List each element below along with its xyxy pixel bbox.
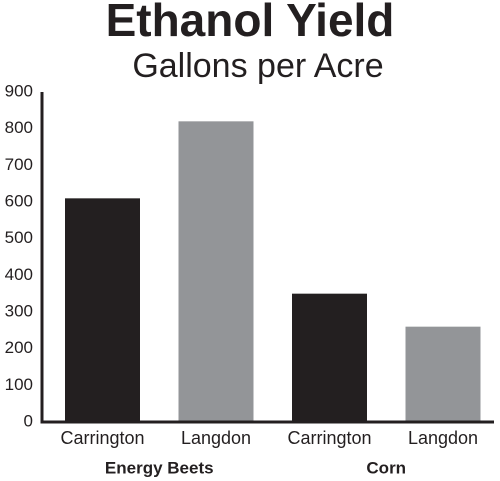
bar <box>292 293 367 422</box>
y-tick-label: 600 <box>5 191 33 210</box>
y-tick-label: 900 <box>5 81 33 100</box>
group-label: Energy Beets <box>105 458 214 477</box>
bar <box>405 326 481 422</box>
y-tick-label: 500 <box>5 228 33 247</box>
y-tick-label: 700 <box>5 155 33 174</box>
chart-title: Ethanol Yield <box>106 0 395 46</box>
y-tick-label: 300 <box>5 301 33 320</box>
y-tick-label: 200 <box>5 338 33 357</box>
x-tick-label: Langdon <box>408 428 478 448</box>
bar <box>178 121 254 422</box>
y-tick-label: 400 <box>5 265 33 284</box>
x-tick-label: Carrington <box>287 428 371 448</box>
y-tick-label: 100 <box>5 375 33 394</box>
group-label: Corn <box>366 458 406 477</box>
bar <box>65 198 140 422</box>
x-tick-label: Carrington <box>60 428 144 448</box>
x-tick-label: Langdon <box>181 428 251 448</box>
chart-subtitle: Gallons per Acre <box>132 47 383 85</box>
y-tick-label: 800 <box>5 118 33 137</box>
y-tick-label: 0 <box>24 411 33 430</box>
